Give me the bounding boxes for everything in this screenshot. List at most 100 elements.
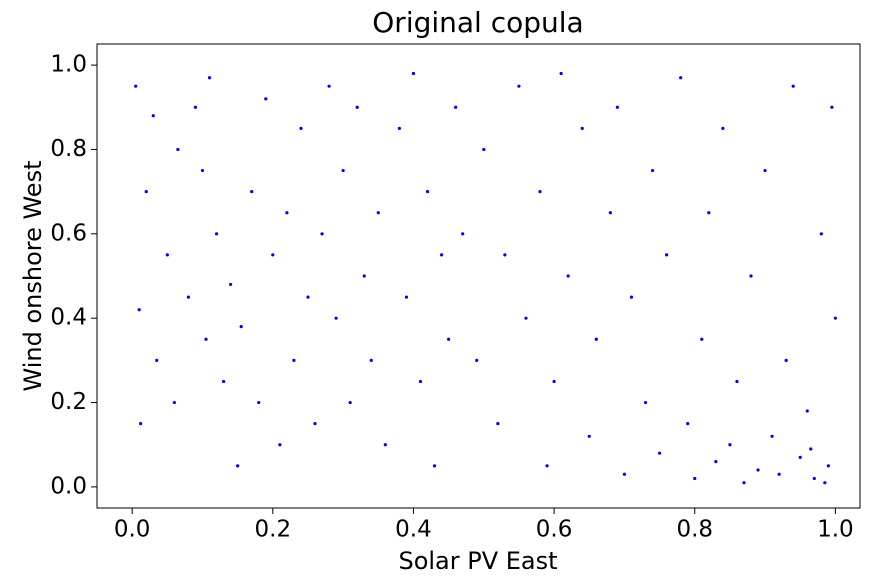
point [517,84,521,88]
x-tick-label: 0.4 [395,517,432,543]
y-tick-label: 0.4 [50,305,87,331]
point [763,168,767,173]
point [151,114,155,118]
point [271,253,275,257]
point [809,447,813,451]
point [833,316,837,320]
point [447,337,451,341]
point [665,253,669,257]
point [376,211,380,215]
point [798,455,802,459]
point [292,358,296,362]
point [299,126,303,130]
point [791,84,795,88]
point [418,379,423,384]
point [193,105,198,109]
point [355,105,359,109]
point [580,126,584,130]
y-tick-label: 0.6 [50,220,87,246]
point [348,400,352,405]
x-tick-label: 1.0 [817,517,854,543]
x-tick-label: 0.0 [114,517,151,543]
x-tick-label: 0.2 [255,517,292,543]
plot-frame [96,43,861,509]
point [306,295,310,299]
point [327,84,331,88]
point [229,282,233,287]
point [615,105,619,109]
point [139,422,143,426]
point [566,274,570,278]
point [657,451,662,455]
point [819,232,823,236]
x-tick-label: 0.8 [676,517,713,543]
point [439,253,444,257]
point [770,434,774,438]
point [503,253,507,257]
point [383,443,387,447]
point [397,126,401,130]
point [594,337,598,341]
point [320,232,324,236]
point [264,97,268,101]
point [784,358,788,362]
point [805,409,809,413]
point [236,464,240,468]
y-tick-label: 0.0 [50,473,87,499]
x-tick-label: 0.6 [536,517,573,543]
point [552,379,556,384]
point [524,316,528,320]
point [155,358,159,362]
point [250,190,254,194]
point [622,472,627,476]
point [165,253,169,257]
point [278,443,282,447]
point [714,460,718,464]
point [721,126,725,130]
point [650,168,655,173]
point [545,464,549,468]
point [369,358,373,362]
point [707,211,711,215]
point [186,295,191,299]
point [137,308,141,312]
y-axis-label: Wind onshore West [19,161,47,392]
point [144,190,148,194]
point [608,211,612,215]
point [411,71,416,76]
point [482,147,486,152]
point [134,84,138,88]
point [693,476,697,481]
point [830,105,834,109]
point [221,379,226,384]
point [686,422,690,426]
point [176,147,180,152]
point [362,274,366,278]
point [629,295,634,299]
point [454,105,458,109]
point [404,295,409,299]
point [826,464,830,468]
point [496,422,500,426]
point [214,232,219,236]
point [285,211,289,215]
point [538,190,542,194]
point [700,337,704,341]
point [432,464,437,468]
point [777,472,781,476]
point [823,481,827,485]
y-tick-label: 1.0 [50,52,87,78]
point [559,71,563,76]
point [207,76,212,80]
point [341,168,345,173]
point [749,274,753,278]
point [742,481,746,485]
point [735,379,739,384]
point [334,316,338,320]
point [756,468,760,472]
point [313,422,317,426]
y-tick-label: 0.8 [50,136,87,162]
chart-title: Original copula [372,6,583,39]
point [239,325,243,329]
